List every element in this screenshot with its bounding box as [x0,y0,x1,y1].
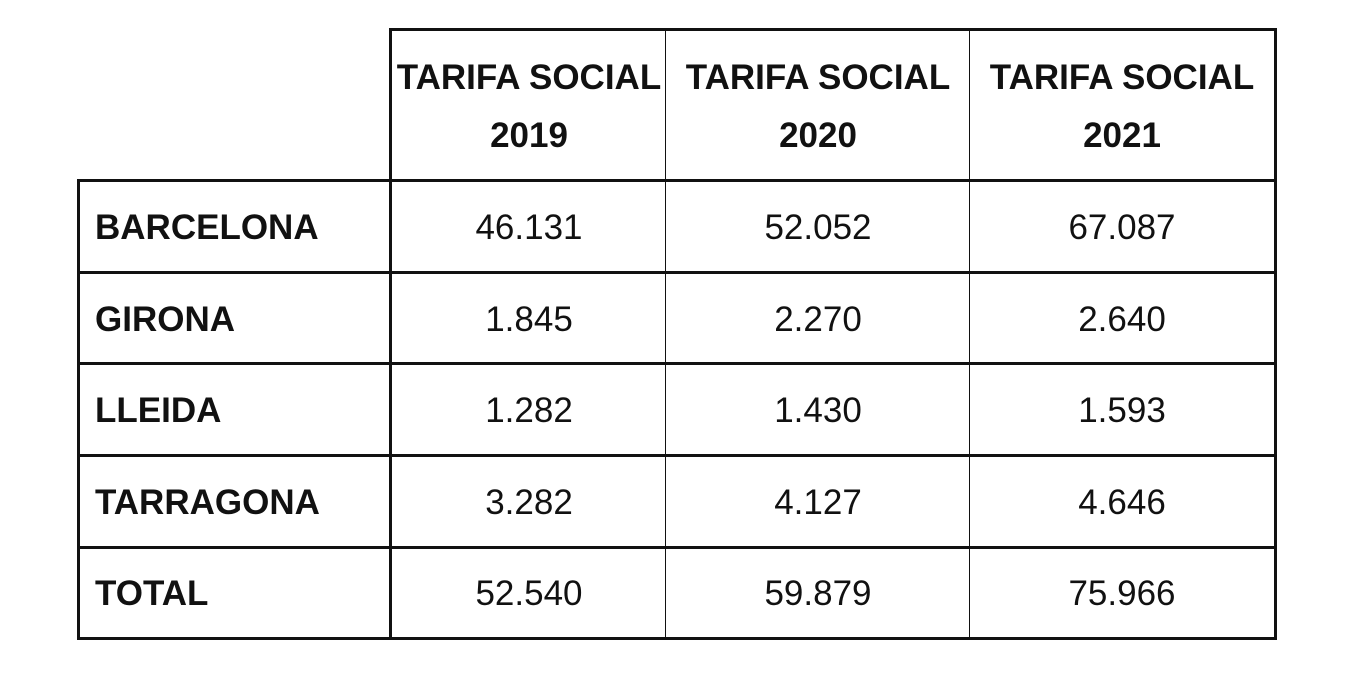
border [77,546,1277,549]
column-header: TARIFA SOCIAL 2021 [989,57,1255,155]
cell-value: 52.540 [475,573,583,613]
border [1274,28,1277,640]
cell-value: 1.845 [485,299,573,339]
cell-value: 46.131 [475,208,583,247]
cell-value: 2.640 [1078,299,1166,339]
cell-value: 1.593 [1078,391,1166,430]
border [77,454,1277,457]
row-label: TOTAL [95,573,209,613]
cell-value: 4.127 [774,483,862,522]
border [77,271,1277,274]
row-label: GIRONA [95,299,235,339]
border [389,28,392,640]
cell-value: 1.430 [774,391,862,430]
border [389,28,1277,31]
column-header: TARIFA SOCIAL 2019 [396,57,662,155]
cell-value: 75.966 [1068,573,1176,613]
cell-value: 4.646 [1078,483,1166,522]
cell-value: 52.052 [764,208,872,247]
row-label: BARCELONA [95,208,319,247]
cell-value: 2.270 [774,299,862,339]
border [77,362,1277,365]
cell-value: 3.282 [485,483,573,522]
row-label: LLEIDA [95,391,222,430]
border [665,28,666,640]
cell-value: 1.282 [485,391,573,430]
border [77,179,1277,182]
border [969,28,970,640]
border [77,179,80,640]
border [77,637,1277,640]
cell-value: 59.879 [764,573,872,613]
row-label: TARRAGONA [95,483,320,522]
column-header: TARIFA SOCIAL 2020 [685,57,951,155]
cell-value: 67.087 [1068,208,1176,247]
